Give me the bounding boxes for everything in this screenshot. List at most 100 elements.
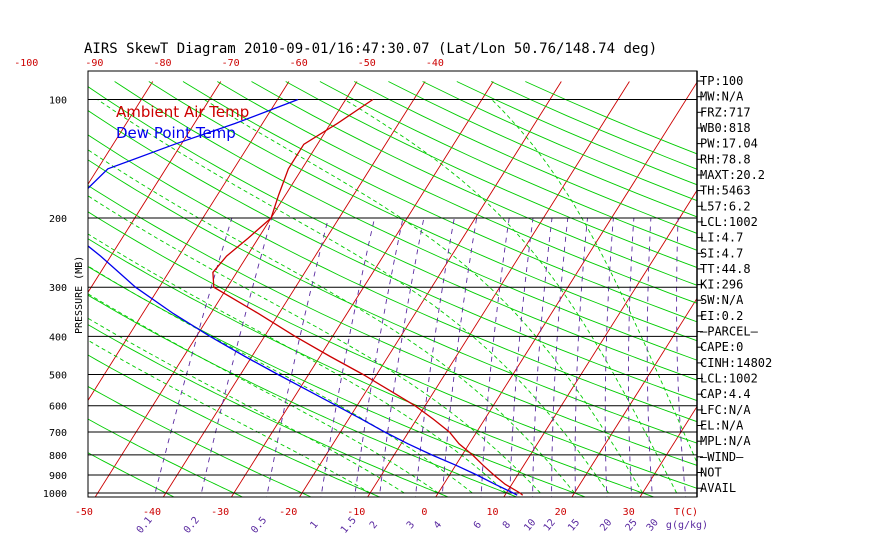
stat-item: WB0:818: [700, 121, 751, 135]
bottom-temp-tick-label: -30: [211, 507, 229, 518]
stat-item: L57:6.2: [700, 199, 751, 213]
stat-item: —PARCEL—: [700, 325, 759, 339]
dry-adiabat: [285, 81, 697, 269]
mixing-ratio-line: [354, 217, 404, 497]
mixing-ratio-line: [551, 217, 569, 497]
axes: 1002003004005006007008009001000PRESSURE …: [14, 58, 708, 536]
dry-adiabat: [88, 266, 587, 497]
mixing-ratio-line: [509, 217, 534, 497]
moist-adiabat: [88, 265, 473, 494]
pressure-tick-label: 1000: [43, 489, 67, 500]
pressure-tick-label: 900: [49, 471, 67, 482]
stat-item: MAXT:20.2: [700, 168, 765, 182]
top-temp-tick-label: -50: [358, 58, 376, 69]
stat-item: KI:296: [700, 278, 743, 292]
isotherm: [367, 81, 630, 497]
isotherm: [503, 189, 697, 497]
isotherm: [230, 81, 494, 497]
stat-item: MW:N/A: [700, 90, 744, 104]
temp-profile-line: [212, 98, 524, 496]
top-temp-tick-label: -80: [153, 58, 171, 69]
dry-adiabat: [88, 109, 697, 402]
top-temp-tick-label: -40: [426, 58, 444, 69]
moist-adiabat: [88, 195, 541, 494]
y-axis-label: PRESSURE (MB): [74, 256, 85, 334]
dry-adiabat: [88, 86, 697, 381]
isotherm: [94, 81, 358, 497]
pressure-tick-label: 400: [49, 332, 67, 343]
stat-item: CINH:14802: [700, 356, 772, 370]
sounding-series: [88, 98, 524, 496]
top-temp-tick-label: -100: [14, 58, 38, 69]
mixing-ratio-line: [646, 217, 653, 497]
stat-item: CAP:4.4: [700, 387, 751, 401]
moist-adiabat: [203, 99, 643, 494]
pressure-tick-label: 800: [49, 451, 67, 462]
mixing-ratio-line: [378, 217, 425, 497]
moist-adiabat: [97, 99, 609, 494]
dry-adiabat: [88, 385, 313, 497]
bottom-temp-tick-label: 30: [623, 507, 635, 518]
dry-adiabat: [217, 81, 697, 304]
mixing-ratio-label: 8: [501, 520, 513, 532]
mixing-ratio-label: 3: [405, 520, 417, 532]
pressure-tick-label: 600: [49, 402, 67, 413]
stat-item: SI:4.7: [700, 246, 743, 260]
moist-adiabat: [344, 99, 678, 494]
mixing-ratio-label: 1: [308, 520, 320, 532]
pressure-tick-label: 100: [49, 96, 67, 107]
dry-adiabat: [88, 184, 697, 466]
moist-adiabat: [491, 99, 697, 464]
mixing-ratio-line: [415, 217, 455, 497]
x-axis-label: T(C): [674, 507, 698, 518]
mixing-ratio-label: 2: [368, 520, 380, 532]
dry-adiabat: [88, 324, 450, 497]
stat-item: TT:44.8: [700, 262, 751, 276]
stat-item: EI:0.2: [700, 309, 743, 323]
stat-item: RH:78.8: [700, 152, 751, 166]
bottom-temp-tick-label: -20: [279, 507, 297, 518]
mixing-ratio-line: [153, 217, 233, 497]
mixing-ratio-line: [604, 217, 614, 497]
legend-dewpoint: Dew Point Temp: [116, 124, 236, 142]
mixing-ratio-label: 6: [472, 520, 484, 532]
stat-item: LCL:1002: [700, 372, 758, 386]
bottom-temp-tick-label: -10: [347, 507, 365, 518]
moist-adiabat: [88, 317, 405, 494]
mixing-ratio-label: 4: [432, 520, 444, 532]
stat-item: TP:100: [700, 74, 743, 88]
top-temp-tick-label: -60: [290, 58, 308, 69]
mixing-ratio-line: [441, 217, 478, 497]
dewpoint-profile-line: [88, 98, 518, 496]
mixing-ratio-line: [320, 217, 376, 497]
bottom-temp-tick-label: 20: [555, 507, 567, 518]
dry-adiabat: [88, 159, 697, 444]
dry-adiabat: [182, 81, 697, 323]
stat-item: EL:N/A: [700, 419, 744, 433]
pressure-tick-label: 300: [49, 283, 67, 294]
dry-adiabat: [148, 81, 697, 342]
stat-item: LCL:1002: [700, 215, 758, 229]
moist-adiabat: [88, 293, 439, 494]
stat-item: CAPE:0: [700, 340, 743, 354]
isotherm: [88, 81, 154, 186]
thermo-grid: [88, 81, 697, 497]
chart-title: AIRS SkewT Diagram 2010-09-01/16:47:30.0…: [84, 41, 657, 57]
stat-item: —WIND—: [700, 450, 744, 464]
isotherm: [639, 405, 697, 497]
isotherm: [162, 81, 426, 497]
mixing-ratio-line: [199, 217, 273, 497]
bottom-temp-tick-label: 0: [421, 507, 427, 518]
stat-item: LI:4.7: [700, 231, 743, 245]
bottom-temp-tick-label: -50: [75, 507, 93, 518]
stat-item: AVAIL: [700, 481, 736, 495]
stat-item: SW:N/A: [700, 293, 744, 307]
mixing-ratio-line: [266, 217, 329, 497]
moist-adiabat: [88, 233, 507, 494]
mixing-ratio-line: [480, 217, 510, 497]
stat-item: FRZ:717: [700, 105, 751, 119]
mixing-ratio-line: [574, 217, 588, 497]
stat-item: TH:5463: [700, 184, 751, 198]
